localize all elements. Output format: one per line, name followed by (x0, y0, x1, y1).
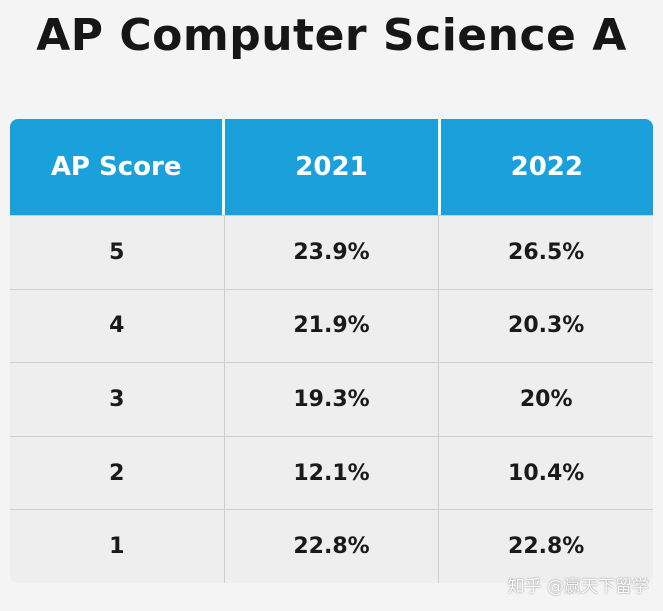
pct-2022-cell: 26.5% (508, 239, 585, 265)
header-ap-score: AP Score (10, 119, 226, 215)
table-row: 3 19.3% 20% (10, 362, 653, 436)
score-table: AP Score 2021 2022 5 23.9% 26.5% 4 21.9%… (10, 119, 653, 583)
pct-2022-cell: 20% (519, 386, 573, 412)
score-cell: 3 (10, 363, 225, 436)
pct-2021-cell: 23.9% (225, 216, 440, 289)
page-title: AP Computer Science A (36, 10, 627, 61)
pct-2022-cell: 20.3% (508, 313, 585, 339)
score-cell: 5 (10, 216, 225, 289)
table-header-row: AP Score 2021 2022 (10, 119, 653, 215)
pct-2021-cell: 19.3% (225, 363, 440, 436)
score-cell: 2 (10, 436, 225, 510)
watermark: 知乎 @赢天下留学 (507, 577, 649, 597)
pct-2021-cell: 22.8% (225, 510, 440, 583)
header-2021: 2021 (225, 119, 441, 215)
pct-2022-cell: 22.8% (508, 534, 585, 560)
table-row: 1 22.8% 22.8% (10, 509, 653, 583)
pct-2021-cell: 21.9% (225, 289, 440, 363)
pct-2021-cell: 12.1% (225, 436, 440, 510)
table-row: 2 12.1% 10.4% (10, 435, 653, 510)
score-cell: 4 (10, 289, 225, 363)
header-2022: 2022 (510, 152, 583, 182)
table-row: 4 21.9% 20.3% (10, 288, 653, 363)
table-row: 5 23.9% 26.5% (10, 215, 653, 289)
pct-2022-cell: 10.4% (508, 460, 585, 486)
score-cell: 1 (10, 510, 225, 583)
